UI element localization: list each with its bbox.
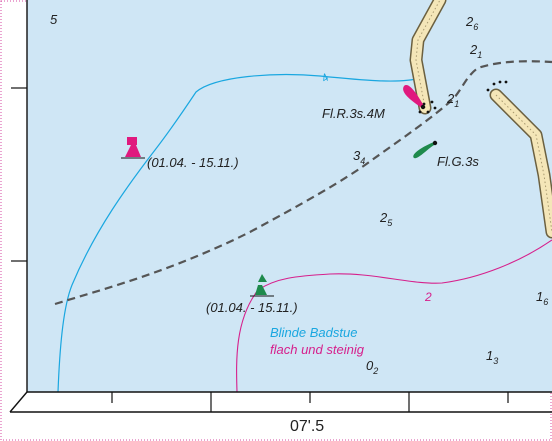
fairway-limit-line xyxy=(54,60,552,306)
depth-soundings: 5 26 21 21 34 25 16 13 02 xyxy=(50,12,548,376)
sounding: 21 xyxy=(446,91,459,109)
red-buoy-icon xyxy=(121,137,145,159)
sounding: 21 xyxy=(469,42,482,60)
depth-contour-2m xyxy=(236,239,552,392)
sounding: 26 xyxy=(465,14,478,32)
hazard-description: flach und steinig xyxy=(270,342,365,357)
light-characteristic-green: Fl.G.3s xyxy=(437,154,479,169)
sounding: 13 xyxy=(486,348,498,366)
sounding: 02 xyxy=(366,358,378,376)
longitude-label: 07'.5 xyxy=(290,418,324,435)
depth-contour-4m xyxy=(57,73,421,392)
chart-frame xyxy=(9,0,552,413)
red-light-flare-icon xyxy=(403,85,426,110)
light-characteristic-red: Fl.R.3s.4M xyxy=(322,106,385,121)
green-buoy-icon xyxy=(250,274,274,297)
seasonal-note-green-buoy: (01.04. - 15.11.) xyxy=(206,300,298,315)
water-area xyxy=(27,0,552,392)
green-light-flare-icon xyxy=(413,140,438,159)
hazard-name: Blinde Badstue xyxy=(270,325,357,340)
seasonal-note-red-buoy: (01.04. - 15.11.) xyxy=(147,155,239,170)
sounding: 16 xyxy=(536,289,548,307)
sounding: 5 xyxy=(50,12,58,27)
rock-dots xyxy=(418,80,508,114)
contour-label-4: 4 xyxy=(319,72,331,85)
sounding: 25 xyxy=(379,210,393,228)
sounding: 34 xyxy=(353,148,365,166)
contour-label-2: 2 xyxy=(424,290,432,304)
